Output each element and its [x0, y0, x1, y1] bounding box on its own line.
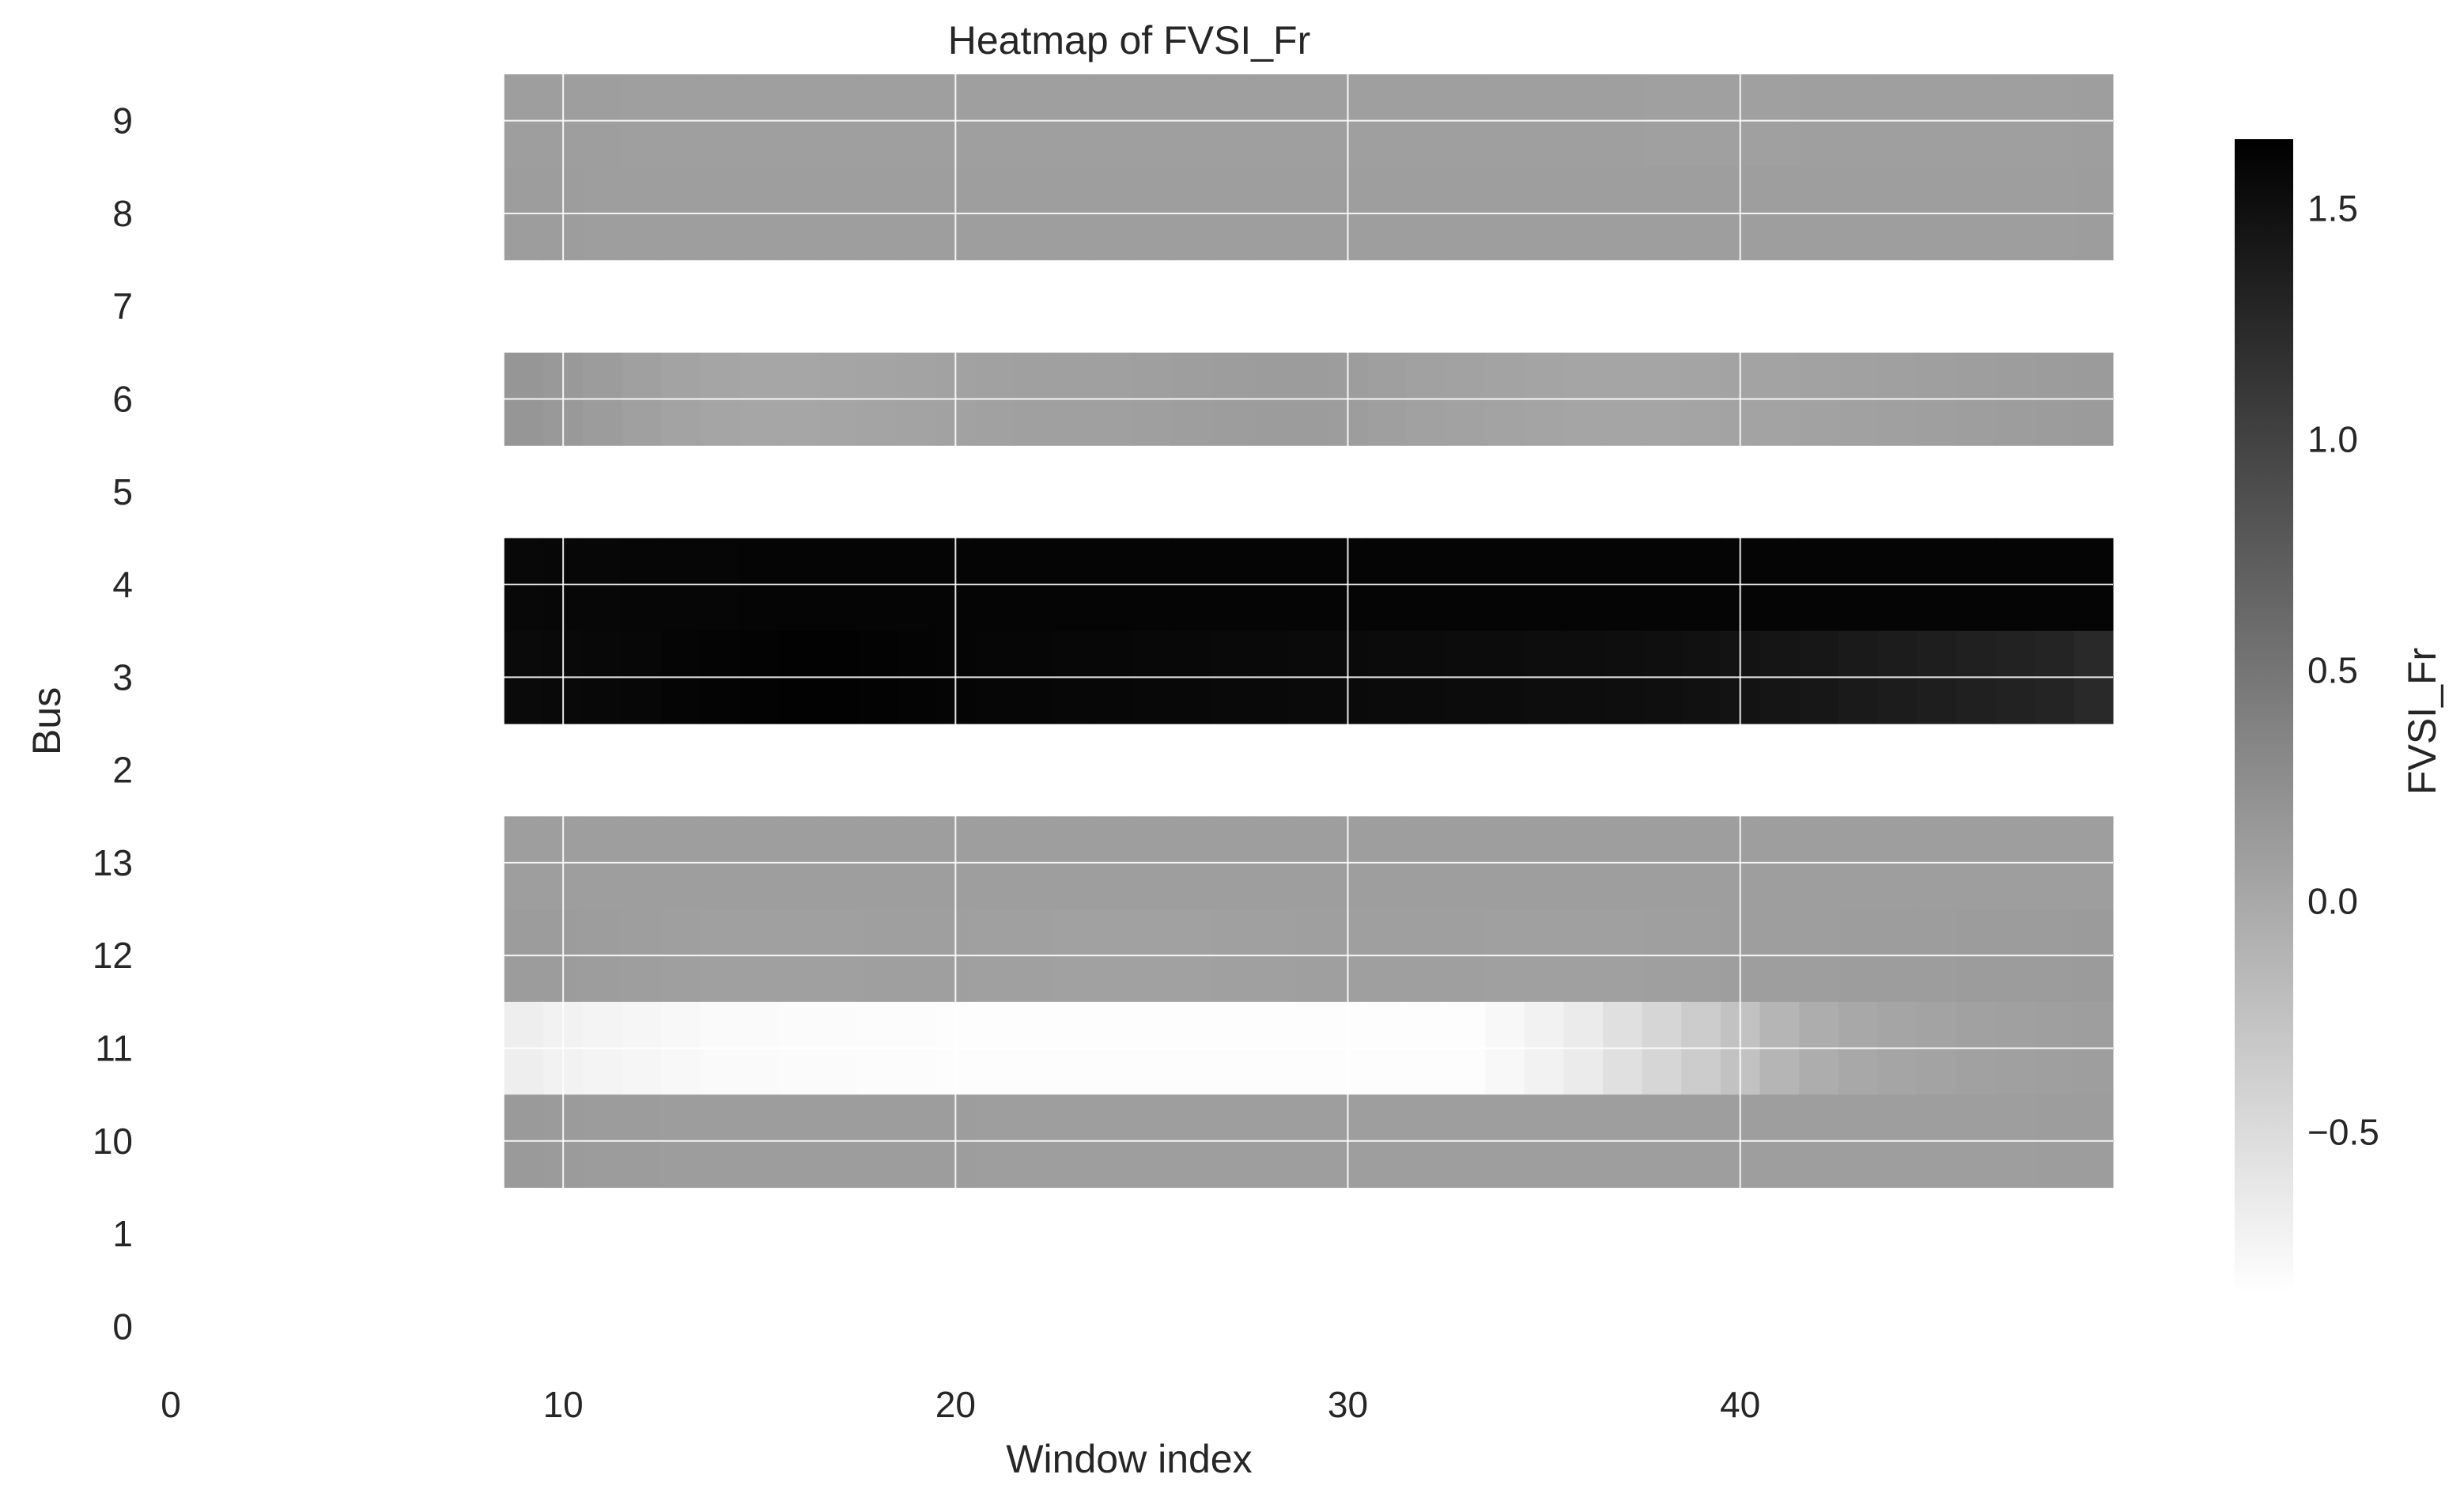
colorbar	[2235, 139, 2293, 1294]
y-tick-label: 3	[112, 656, 133, 697]
x-axis-label: Window index	[1006, 1437, 1252, 1481]
y-tick-label: 0	[112, 1306, 133, 1347]
y-tick-label: 4	[112, 564, 133, 605]
y-tick-label: 11	[95, 1028, 133, 1069]
x-tick-label: 20	[935, 1384, 976, 1425]
x-tick-label: 10	[543, 1384, 584, 1425]
x-tick-labels: 0 10 20 30 40	[161, 1384, 1760, 1425]
colorbar-tick-label: 0.0	[2307, 881, 2358, 922]
y-axis-label: Bus	[25, 687, 69, 755]
y-tick-label: 6	[112, 379, 133, 420]
chart-title: Heatmap of FVSI_Fr	[948, 18, 1311, 62]
colorbar-tick-label: 1.0	[2307, 419, 2358, 460]
colorbar-label: FVSI_Fr	[2400, 648, 2444, 795]
y-tick-label: 9	[112, 100, 133, 142]
x-tick-label: 0	[161, 1384, 181, 1425]
y-tick-label: 2	[112, 750, 133, 791]
x-tick-label: 40	[1720, 1384, 1760, 1425]
y-tick-label: 7	[112, 285, 133, 327]
grid-lines	[170, 74, 2113, 1373]
colorbar-tick-label: −0.5	[2307, 1112, 2379, 1153]
y-tick-label: 5	[112, 471, 133, 512]
y-tick-label: 10	[93, 1121, 133, 1162]
colorbar-tick-label: 1.5	[2307, 188, 2358, 229]
y-tick-label: 8	[112, 193, 133, 234]
colorbar-tick-label: 0.5	[2307, 650, 2358, 691]
y-tick-label: 1	[112, 1213, 133, 1254]
x-tick-label: 30	[1328, 1384, 1368, 1425]
heatmap-cells	[504, 74, 2114, 1189]
y-tick-label: 13	[93, 842, 133, 883]
colorbar-tick-labels: 1.5 1.0 0.5 0.0 −0.5	[2307, 188, 2379, 1153]
y-tick-label: 12	[93, 935, 133, 976]
